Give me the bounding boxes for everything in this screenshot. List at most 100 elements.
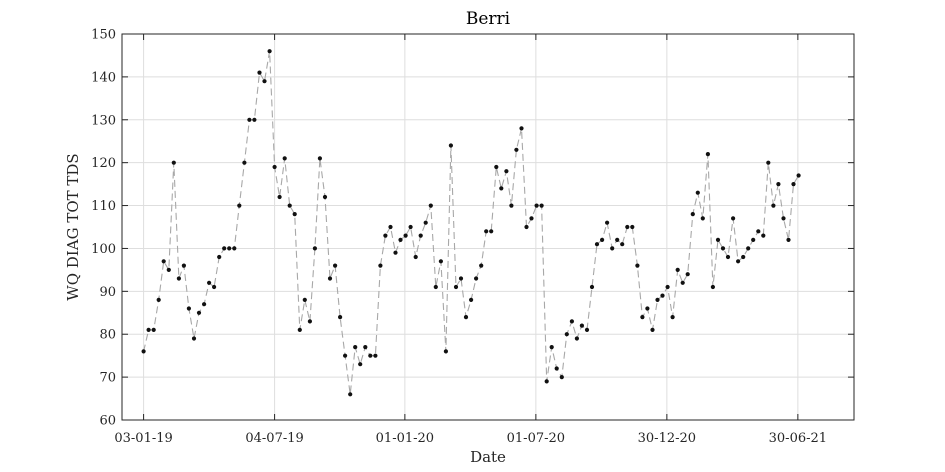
x-tick-label: 30-12-20 [638,431,696,446]
data-point [650,327,655,332]
data-point [207,280,212,285]
data-point [262,79,267,84]
data-point [302,297,307,302]
y-tick-label: 90 [99,285,116,300]
data-point [333,263,338,268]
data-point [176,276,181,281]
data-point [327,276,333,281]
data-point [242,160,247,165]
data-point [428,203,433,208]
data-point [474,276,479,281]
data-point [322,194,328,200]
data-point [212,284,217,290]
data-point [685,272,690,277]
data-point [705,152,711,157]
data-point [620,242,625,247]
data-point [398,237,403,242]
plot-border [121,33,855,421]
y-tick-label: 100 [91,242,116,257]
data-point [594,242,600,247]
y-tick-label: 70 [99,371,116,386]
data-point [720,246,726,251]
data-point [166,267,171,272]
data-point [494,164,499,170]
data-point [307,319,312,324]
data-point [645,306,650,311]
data-point [448,143,453,148]
data-point [373,353,378,358]
data-point [292,212,297,217]
data-point [549,345,554,350]
data-point [569,319,575,324]
data-point [514,147,519,152]
data-point [544,379,549,384]
data-point [640,315,645,320]
data-point [791,182,796,187]
data-point [630,224,635,230]
grid-layer [122,33,854,421]
data-point [746,246,751,251]
y-tick-label: 110 [91,199,116,214]
data-point [393,250,398,255]
data-point [186,306,191,311]
data-point [287,203,292,208]
y-tick-label: 150 [91,28,116,43]
data-point [196,310,202,315]
data-point [368,353,373,358]
data-point [504,169,509,174]
y-tick-label: 60 [99,414,116,429]
data-point [600,237,605,242]
data-point [353,345,358,350]
data-point [443,349,448,354]
x-tick-label: 30-06-21 [769,431,827,446]
data-point [579,323,585,328]
data-point [343,353,348,358]
data-point [232,246,237,251]
y-tick-label: 80 [99,328,116,343]
data-point [509,203,514,208]
x-axis-label: Date [470,448,506,466]
data-point [171,160,176,165]
plot-area [121,33,855,421]
data-point [257,70,262,75]
data-point [191,336,197,341]
data-point [181,263,186,268]
data-point [267,49,272,54]
data-point [453,284,459,290]
data-point [539,203,544,208]
data-point [363,345,368,350]
data-point [252,117,257,122]
data-point [756,229,761,234]
data-point [766,160,771,165]
data-point [529,216,534,221]
data-point [227,246,232,251]
data-point [610,246,615,251]
data-point [141,349,146,354]
ticks-layer: 60 70 80 90 100 110 120 130 140 150 03-01-19 04-07-… [91,28,854,446]
data-point [695,190,700,195]
x-tick-label: 01-07-20 [507,431,565,446]
x-tick-label: 03-01-19 [114,431,172,446]
data-point [433,284,438,290]
data-point [277,194,282,200]
data-point [388,224,393,230]
data-point [499,186,504,191]
series-layer [141,49,801,397]
data-point [625,224,630,230]
data-point [796,173,801,178]
data-point [670,315,675,320]
data-point [479,263,484,268]
data-point [655,297,660,302]
data-point [312,246,317,251]
data-point [680,280,685,285]
data-point [736,259,741,264]
data-point [741,254,746,260]
data-point [589,284,595,290]
data-point [554,366,559,371]
y-tick-label: 130 [91,113,116,128]
data-point [146,327,151,332]
data-point [675,267,680,272]
data-point [731,216,736,221]
data-point [564,332,569,337]
data-point [222,246,227,251]
